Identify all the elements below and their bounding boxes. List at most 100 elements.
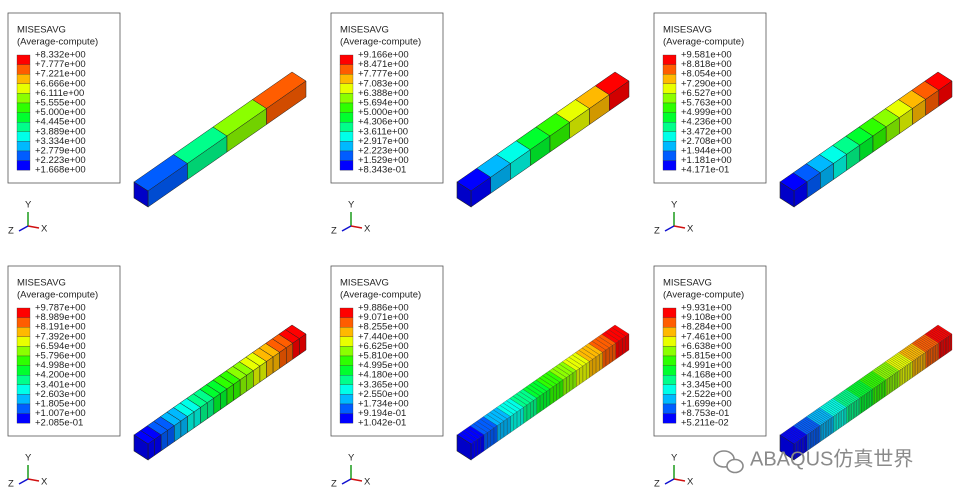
legend-label: +6.666e+00	[35, 78, 86, 89]
triad-y-label: Y	[671, 200, 678, 211]
legend-label: +8.255e+00	[358, 322, 409, 333]
element-front-face	[595, 354, 600, 374]
legend-swatch	[662, 365, 677, 376]
legend-swatch	[339, 122, 354, 132]
legend-swatch	[339, 336, 354, 347]
element-front-face	[874, 386, 877, 405]
element-front-face	[831, 416, 834, 434]
legend-label: +6.625e+00	[358, 341, 409, 352]
legend-swatch	[16, 413, 31, 424]
legend-subtitle: (Average-compute)	[340, 37, 421, 48]
element-front-face	[889, 376, 892, 394]
element-front-face	[530, 400, 534, 419]
element-front-face	[810, 431, 813, 449]
triad-y-label: Y	[348, 200, 355, 211]
element-front-face	[914, 358, 916, 377]
legend-label: +1.944e+00	[681, 146, 732, 157]
legend-swatch	[339, 327, 354, 337]
triad-x-axis	[673, 478, 686, 482]
element-front-face	[820, 424, 823, 442]
element-front-face	[917, 356, 920, 375]
element-front-face	[579, 365, 584, 385]
triad-z-label: Z	[8, 226, 14, 237]
element-front-face	[867, 391, 870, 409]
legend-label: +4.180e+00	[358, 370, 409, 381]
legend-swatch	[662, 403, 677, 414]
element-front-face	[559, 379, 564, 399]
element-front-face	[490, 427, 495, 447]
watermark: ABAQUS仿真世界	[713, 447, 913, 474]
triad-z-axis	[18, 225, 29, 232]
element-front-face	[839, 410, 842, 429]
legend-label: +1.007e+00	[35, 408, 86, 419]
element-front-face	[918, 355, 921, 374]
element-front-face	[910, 361, 913, 379]
triad-z-label: Z	[331, 479, 337, 490]
element-front-face	[563, 377, 567, 397]
element-front-face	[904, 365, 907, 384]
legend-label: +9.581e+00	[681, 50, 732, 61]
legend-swatch	[16, 375, 31, 385]
legend-label: +5.000e+00	[35, 107, 86, 118]
legend-label: +8.054e+00	[681, 69, 732, 80]
legend-label: +7.392e+00	[35, 331, 86, 342]
legend-swatch	[339, 150, 354, 161]
legend-swatch	[339, 141, 354, 152]
element-front-face	[859, 396, 862, 415]
element-front-face	[871, 388, 874, 407]
element-front-face	[838, 411, 841, 430]
legend-label: +8.471e+00	[358, 59, 409, 70]
legend-label: +4.200e+00	[35, 370, 86, 381]
legend-title: MISESAVG	[340, 278, 389, 289]
triad-z-label: Z	[654, 479, 660, 490]
legend-label: +4.991e+00	[681, 360, 732, 371]
legend-swatch	[339, 317, 354, 328]
element-front-face	[474, 439, 478, 458]
element-front-face	[808, 432, 811, 450]
element-front-face	[299, 333, 307, 356]
legend-swatch	[16, 403, 31, 414]
legend-swatch	[662, 54, 677, 65]
legend-label: +3.611e+00	[358, 126, 408, 137]
element-front-face	[915, 357, 918, 376]
triad-x-axis	[27, 225, 40, 229]
element-front-face	[833, 415, 836, 433]
legend-swatch	[16, 150, 31, 161]
legend-swatch	[662, 327, 677, 337]
legend-swatch	[662, 64, 677, 75]
element-front-face	[500, 420, 505, 440]
element-front-face	[526, 402, 531, 422]
triad-z-label: Z	[331, 226, 337, 237]
beam-end-face	[779, 181, 795, 208]
triad-z-label: Z	[654, 226, 660, 237]
element-front-face	[844, 407, 847, 425]
legend-label: +5.694e+00	[358, 98, 409, 109]
legend-swatch	[16, 394, 31, 405]
legend-label: +7.777e+00	[358, 69, 409, 80]
element-front-face	[945, 337, 948, 355]
legend-label: +4.306e+00	[358, 117, 409, 128]
legend-subtitle: (Average-compute)	[17, 37, 98, 48]
element-front-face	[586, 361, 590, 381]
element-front-face	[835, 413, 837, 432]
element-front-face	[943, 338, 946, 356]
legend-label: +4.998e+00	[35, 360, 86, 371]
legend-swatch	[339, 384, 354, 395]
element-front-face	[912, 360, 915, 378]
element-front-face	[566, 375, 570, 394]
legend-label: +6.527e+00	[681, 88, 732, 99]
element-front-face	[510, 413, 514, 433]
legend-swatch	[16, 307, 31, 318]
legend-subtitle: (Average-compute)	[340, 290, 421, 301]
legend-swatch	[662, 74, 677, 84]
element-front-face	[823, 421, 826, 440]
legend-title: MISESAVG	[663, 278, 712, 289]
element-front-face	[881, 381, 883, 400]
legend-label: +5.810e+00	[358, 351, 409, 362]
element-front-face	[848, 404, 851, 423]
legend-title: MISESAVG	[17, 278, 66, 289]
triad-x-label: X	[687, 477, 694, 488]
element-front-face	[609, 80, 630, 112]
element-front-face	[895, 371, 898, 390]
element-front-face	[948, 334, 951, 353]
